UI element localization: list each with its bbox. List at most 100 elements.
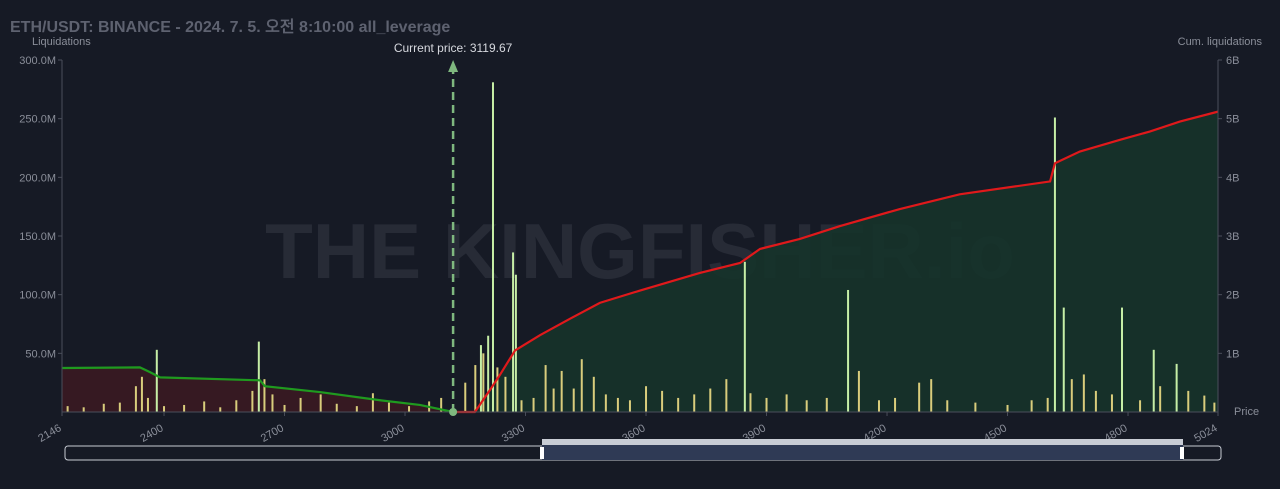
liquidation-bar [487, 335, 490, 412]
liquidation-bar [66, 406, 69, 412]
current-price-label: Current price: 3119.67 [394, 41, 513, 55]
y2-tick-label: 4B [1226, 172, 1239, 184]
liquidation-bar [271, 394, 274, 412]
y-tick-label: 300.0M [19, 55, 56, 67]
y2-tick-label: 1B [1226, 348, 1239, 360]
cumulative-line [453, 110, 1219, 414]
liquidation-bar [1110, 394, 1113, 412]
current-price-arrow [448, 60, 459, 72]
liquidation-bar [1094, 390, 1097, 412]
navigator-handle-bar[interactable] [542, 439, 1183, 445]
liquidation-bar [894, 397, 897, 412]
liquidation-bar [118, 402, 121, 412]
liquidation-bar [604, 394, 607, 412]
liquidation-bar [661, 390, 664, 412]
liquidation-bar [847, 289, 850, 412]
chart-title: ETH/USDT: BINANCE - 2024. 7. 5. 오전 8:10:… [10, 18, 450, 36]
liquidation-bar [1121, 307, 1124, 412]
y-tick-label: 150.0M [19, 231, 56, 243]
liquidation-bar [140, 376, 143, 412]
liquidation-bar [496, 367, 499, 412]
y2-tick-label: 2B [1226, 290, 1239, 302]
liquidation-bar [628, 400, 631, 412]
liquidation-bar [257, 341, 260, 412]
liquidation-bar [134, 386, 137, 412]
x-tick-label: 2146 [36, 422, 63, 445]
liquidation-bar [512, 252, 515, 412]
liquidation-bar [532, 397, 535, 412]
liquidation-bar [677, 397, 680, 412]
liquidation-bar [825, 397, 828, 412]
current-price-dot [449, 408, 458, 416]
liquidation-bar [355, 406, 358, 412]
liquidation-bar [1006, 404, 1009, 412]
liquidation-bar [930, 379, 933, 412]
liquidation-bar [765, 397, 768, 412]
liquidation-bar [283, 404, 286, 412]
liquidation-bar [725, 379, 728, 412]
y2-tick-label: 6B [1226, 55, 1239, 67]
liquidation-bar [709, 388, 712, 412]
liquidation-bar [743, 261, 746, 412]
liquidation-bar [749, 393, 752, 412]
liquidation-bar [504, 376, 507, 412]
liquidation-bar [155, 349, 158, 412]
x-tick-label: 3300 [500, 422, 527, 445]
liquidation-bar [183, 404, 186, 412]
cumulative-area [453, 111, 1218, 413]
cumulative-line [61, 366, 454, 414]
liquidation-bar [464, 382, 467, 412]
liquidation-bar [560, 370, 563, 412]
liquidation-bar [785, 394, 788, 412]
liquidation-bar [592, 376, 595, 412]
liquidation-bar [263, 379, 266, 412]
liquidation-bar [82, 407, 85, 412]
y2-axis-label: Cum. liquidations [1178, 36, 1263, 48]
y2-tick-label: 5B [1226, 114, 1239, 126]
liquidation-bar [1062, 307, 1065, 412]
liquidation-bar [163, 406, 166, 412]
liquidation-bar [1203, 395, 1206, 412]
y-tick-label: 200.0M [19, 172, 56, 184]
liquidation-bar [219, 407, 222, 412]
liquidation-bar [1152, 349, 1155, 412]
x-tick-label: 2400 [138, 422, 165, 445]
y-tick-label: 250.0M [19, 114, 56, 126]
liquidation-bar [1053, 117, 1056, 412]
liquidation-bar [580, 359, 583, 412]
liquidation-bar [857, 370, 860, 412]
x-axis-label: Price [1234, 406, 1259, 418]
navigator-handle[interactable] [1180, 447, 1184, 459]
navigator-handle[interactable] [540, 447, 544, 459]
liquidation-bar [335, 403, 338, 412]
liquidation-bar [371, 393, 374, 412]
cumulative-area [62, 367, 454, 412]
liquidation-bar [299, 397, 302, 412]
liquidation-bar [645, 386, 648, 412]
liquidation-bar [1082, 374, 1085, 412]
liquidation-bar [946, 400, 949, 412]
liquidation-bar [1070, 379, 1073, 412]
liquidation-bar [408, 406, 411, 412]
liquidation-bar [1175, 363, 1178, 412]
liquidation-bar [479, 345, 482, 412]
liquidation-bar [203, 401, 206, 412]
liquidation-bar [1030, 400, 1033, 412]
liquidation-bar [387, 402, 390, 412]
y-tick-label: 50.0M [25, 348, 56, 360]
liquidation-bar [572, 388, 575, 412]
liquidation-bar [1213, 402, 1216, 412]
liquidation-bar [474, 365, 477, 412]
liquidation-bar [102, 403, 105, 412]
liquidation-bar [552, 388, 555, 412]
liquidation-bar [1139, 400, 1142, 412]
x-tick-label: 5024 [1192, 422, 1219, 445]
liquidation-bar [514, 274, 517, 412]
liquidation-bar [520, 400, 523, 412]
liquidation-bar [251, 390, 254, 412]
liquidation-bar [1159, 386, 1162, 412]
liquidation-bar [918, 382, 921, 412]
liquidation-bar [319, 394, 322, 412]
